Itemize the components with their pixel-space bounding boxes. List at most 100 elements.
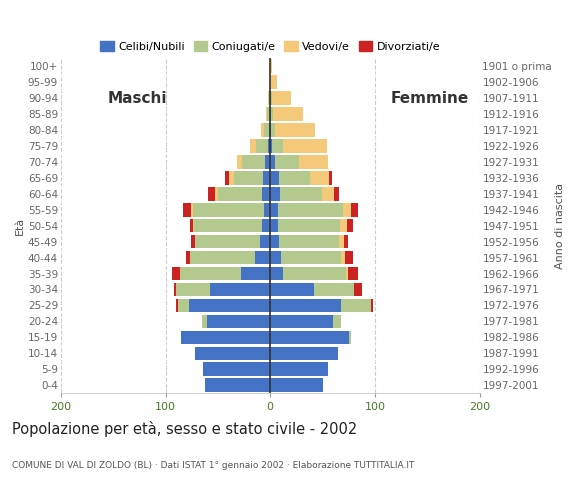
Bar	[321, 187, 334, 201]
Bar	[191, 235, 195, 249]
Bar	[280, 187, 321, 201]
Text: Popolazione per età, sesso e stato civile - 2002: Popolazione per età, sesso e stato civil…	[12, 421, 357, 437]
Bar	[263, 171, 270, 185]
Bar	[270, 219, 278, 232]
Bar	[354, 283, 362, 296]
Bar	[262, 219, 270, 232]
Bar	[276, 123, 316, 137]
Bar	[180, 267, 241, 280]
Bar	[271, 91, 273, 105]
Bar	[241, 267, 270, 280]
Bar	[270, 235, 278, 249]
Bar	[242, 155, 265, 168]
Text: COMUNE DI VAL DI ZOLDO (BL) · Dati ISTAT 1° gennaio 2002 · Elaborazione TUTTITAL: COMUNE DI VAL DI ZOLDO (BL) · Dati ISTAT…	[12, 461, 414, 470]
Bar	[187, 251, 190, 264]
Bar	[271, 123, 275, 137]
Bar	[193, 219, 194, 232]
Bar	[270, 314, 333, 328]
Bar	[183, 203, 191, 216]
Bar	[281, 251, 342, 264]
Bar	[193, 203, 264, 216]
Y-axis label: Età: Età	[15, 216, 25, 235]
Bar	[347, 219, 353, 232]
Bar	[283, 267, 346, 280]
Bar	[270, 139, 273, 153]
Bar	[270, 331, 349, 344]
Bar	[256, 139, 268, 153]
Bar	[202, 314, 208, 328]
Bar	[270, 378, 322, 392]
Legend: Celibi/Nubili, Coniugati/e, Vedovi/e, Divorziati/e: Celibi/Nubili, Coniugati/e, Vedovi/e, Di…	[96, 37, 445, 56]
Bar	[225, 171, 230, 185]
Bar	[209, 283, 270, 296]
Bar	[270, 299, 342, 312]
Bar	[208, 187, 215, 201]
Bar	[260, 235, 270, 249]
Bar	[270, 75, 277, 89]
Bar	[218, 187, 262, 201]
Bar	[340, 219, 347, 232]
Bar	[278, 171, 310, 185]
Bar	[283, 139, 327, 153]
Bar	[310, 171, 329, 185]
Text: Femmine: Femmine	[391, 91, 469, 106]
Bar	[270, 155, 276, 168]
Bar	[270, 267, 283, 280]
Bar	[269, 123, 270, 137]
Bar	[314, 283, 354, 296]
Bar	[299, 155, 328, 168]
Bar	[267, 107, 270, 121]
Bar	[195, 347, 270, 360]
Bar	[270, 187, 280, 201]
Bar	[268, 91, 269, 105]
Bar	[270, 347, 338, 360]
Bar	[270, 107, 271, 121]
Bar	[178, 299, 188, 312]
Bar	[342, 251, 345, 264]
Bar	[190, 219, 193, 232]
Bar	[176, 283, 209, 296]
Bar	[269, 91, 270, 105]
Bar	[234, 171, 263, 185]
Bar	[343, 235, 348, 249]
Bar	[348, 267, 358, 280]
Bar	[270, 91, 271, 105]
Bar	[371, 299, 373, 312]
Bar	[176, 299, 178, 312]
Bar	[270, 171, 278, 185]
Bar	[346, 267, 348, 280]
Bar	[215, 187, 218, 201]
Y-axis label: Anno di nascita: Anno di nascita	[555, 182, 565, 269]
Bar	[203, 362, 270, 376]
Bar	[230, 171, 234, 185]
Bar	[208, 314, 270, 328]
Bar	[261, 123, 264, 137]
Bar	[345, 251, 353, 264]
Bar	[191, 203, 193, 216]
Bar	[273, 139, 283, 153]
Bar	[251, 139, 256, 153]
Bar	[237, 155, 242, 168]
Bar	[265, 155, 270, 168]
Bar	[278, 235, 339, 249]
Bar	[195, 235, 260, 249]
Bar	[270, 60, 273, 73]
Bar	[329, 171, 332, 185]
Bar	[273, 107, 303, 121]
Bar	[349, 331, 351, 344]
Bar	[172, 267, 180, 280]
Bar	[270, 251, 281, 264]
Bar	[270, 203, 278, 216]
Bar	[268, 139, 270, 153]
Bar	[273, 91, 291, 105]
Bar	[333, 314, 342, 328]
Bar	[342, 299, 371, 312]
Bar	[278, 203, 343, 216]
Bar	[205, 378, 270, 392]
Bar	[271, 107, 273, 121]
Bar	[334, 187, 339, 201]
Bar	[270, 362, 328, 376]
Bar	[181, 331, 270, 344]
Bar	[276, 155, 299, 168]
Bar	[351, 203, 358, 216]
